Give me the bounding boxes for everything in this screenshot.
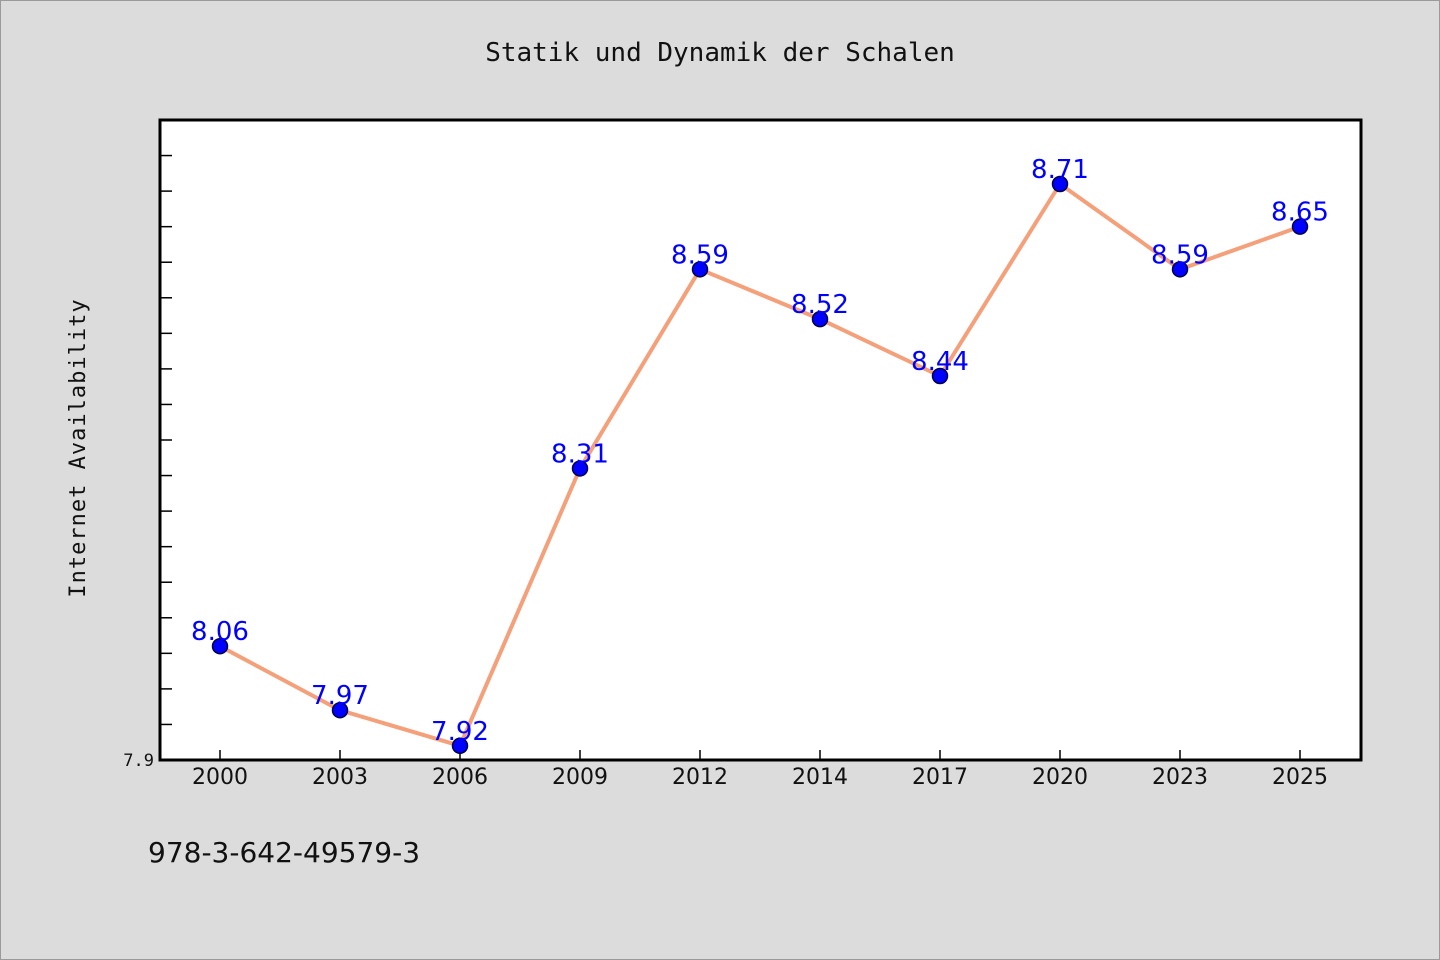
data-point [211, 637, 229, 655]
data-label: 8.06 [191, 617, 249, 647]
marker-group [211, 175, 1309, 755]
chart-title: Statik und Dynamik der Schalen [485, 38, 955, 68]
data-point [811, 310, 829, 328]
data-point [331, 701, 349, 719]
x-tick-label: 2000 [192, 765, 248, 790]
data-label: 8.71 [1031, 155, 1089, 185]
data-label: 8.65 [1271, 198, 1329, 228]
data-point [931, 367, 949, 385]
data-label: 8.59 [1151, 240, 1209, 270]
data-label: 7.92 [431, 717, 489, 747]
data-point [1171, 261, 1189, 278]
plot-area [158, 118, 1363, 762]
data-label-group: 8.06 7.97 7.92 8.31 8.59 8.52 8.44 8.71 8.59 8.65 [191, 155, 1329, 747]
data-label: 8.31 [551, 439, 609, 469]
x-tick-label: 2009 [552, 765, 608, 790]
x-tick-label: 2012 [672, 765, 728, 790]
series-line [219, 182, 1301, 748]
y-axis-ticks: 7.9 [123, 119, 172, 771]
data-point [571, 460, 589, 477]
data-label: 8.44 [911, 347, 969, 377]
x-tick-label: 2020 [1032, 765, 1088, 790]
series-line-group [219, 182, 1301, 748]
x-tick-label: 2006 [432, 765, 488, 790]
data-point [691, 261, 709, 278]
x-tick-label: 2003 [312, 765, 368, 790]
x-tick-label: 2023 [1152, 765, 1208, 790]
data-label: 7.97 [311, 681, 369, 711]
data-label: 8.52 [791, 290, 849, 320]
data-label: 8.59 [671, 240, 729, 270]
x-axis-ticks: 2000 2003 2006 2009 2012 2014 2017 2020 2023 2025 [192, 750, 1328, 790]
x-tick-label: 2025 [1272, 765, 1328, 790]
isbn-footer: 978-3-642-49579-3 [148, 836, 420, 869]
y-tick-label: 7.9 [123, 751, 154, 771]
data-point [451, 737, 469, 755]
data-point [1051, 175, 1069, 193]
x-tick-label: 2017 [912, 765, 968, 790]
y-axis-label: Internet Availability [66, 298, 91, 597]
x-tick-label: 2014 [792, 765, 848, 790]
data-point [1291, 218, 1309, 235]
